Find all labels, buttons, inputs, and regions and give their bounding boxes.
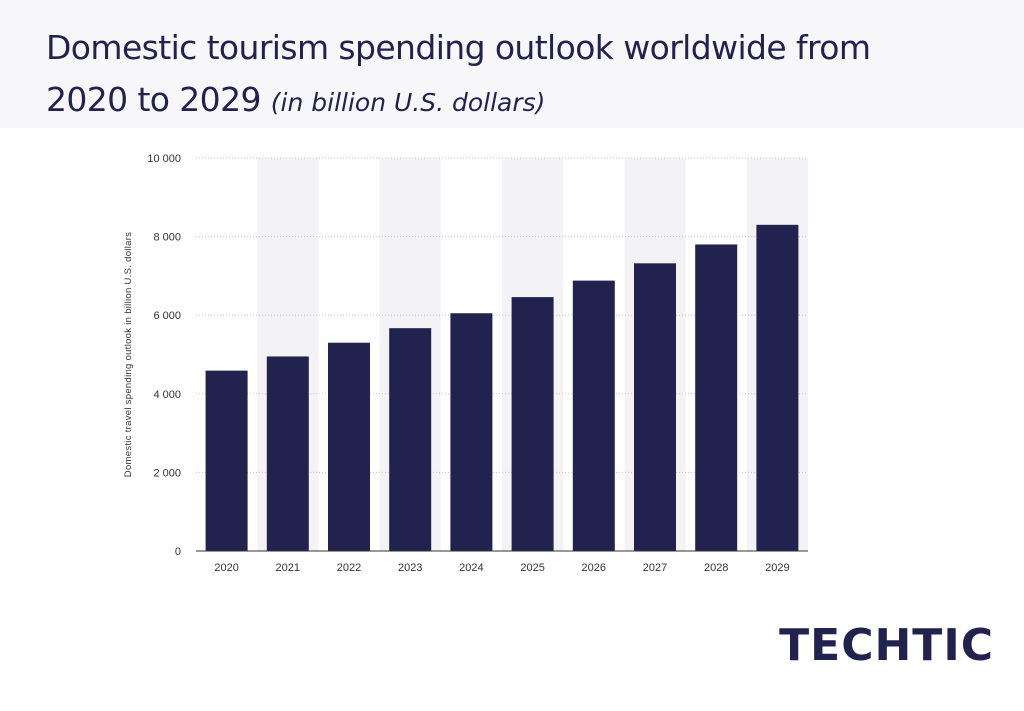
bar-2023 xyxy=(389,328,432,551)
x-tick-label: 2029 xyxy=(765,562,789,574)
x-tick-label: 2027 xyxy=(643,562,667,574)
x-tick-label: 2025 xyxy=(520,562,544,574)
y-tick-label: 10 000 xyxy=(147,153,181,165)
y-axis-label: Domestic travel spending outlook in bill… xyxy=(123,232,134,477)
y-tick-label: 0 xyxy=(175,546,181,558)
bar-2025 xyxy=(511,297,554,551)
y-tick-label: 4 000 xyxy=(153,389,181,401)
bar-2027 xyxy=(634,263,676,551)
bar-2028 xyxy=(695,244,738,551)
y-tick-label: 8 000 xyxy=(153,232,181,244)
bar-2022 xyxy=(328,342,370,551)
chart-title: Domestic tourism spending outlook worldw… xyxy=(46,22,946,129)
x-tick-label: 2022 xyxy=(337,562,361,574)
x-tick-label: 2028 xyxy=(704,562,728,574)
x-tick-label: 2026 xyxy=(582,562,606,574)
brand-logo: TECHTIC xyxy=(779,620,994,671)
bar-2021 xyxy=(266,356,309,551)
bar-2029 xyxy=(756,224,799,551)
bar-2026 xyxy=(572,280,615,551)
x-tick-label: 2020 xyxy=(214,562,238,574)
bar-2024 xyxy=(450,313,493,551)
y-tick-label: 2 000 xyxy=(153,467,181,479)
bar-2020 xyxy=(205,370,248,551)
title-unit: (in billion U.S. dollars) xyxy=(270,88,546,117)
x-tick-label: 2024 xyxy=(459,562,483,574)
title-text: Domestic tourism spending outlook worldw… xyxy=(46,28,871,119)
x-tick-label: 2023 xyxy=(398,562,422,574)
y-tick-label: 6 000 xyxy=(153,310,181,322)
x-tick-label: 2021 xyxy=(276,562,300,574)
